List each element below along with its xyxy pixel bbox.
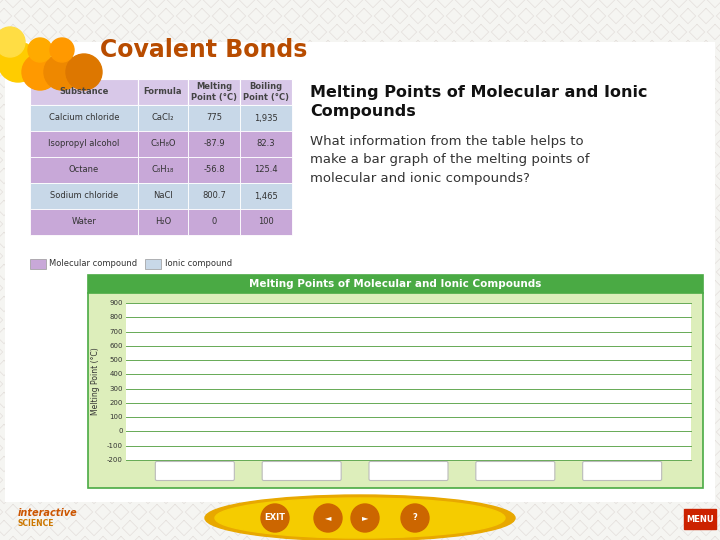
Text: Melting Points of Molecular and Ionic
Compounds: Melting Points of Molecular and Ionic Co… [310, 85, 647, 119]
Text: SCIENCE: SCIENCE [18, 518, 55, 528]
Text: C₈H₁₈: C₈H₁₈ [152, 165, 174, 174]
Text: Boiling
Point (°C): Boiling Point (°C) [243, 82, 289, 102]
Text: NaCl: NaCl [153, 192, 173, 200]
FancyBboxPatch shape [30, 259, 46, 269]
FancyBboxPatch shape [188, 105, 240, 131]
Text: 900: 900 [109, 300, 123, 306]
FancyBboxPatch shape [156, 462, 234, 481]
FancyBboxPatch shape [582, 462, 662, 481]
Circle shape [0, 42, 38, 82]
Text: 700: 700 [109, 328, 123, 335]
FancyBboxPatch shape [138, 131, 188, 157]
FancyBboxPatch shape [30, 131, 138, 157]
Text: Substance: Substance [59, 87, 109, 97]
Circle shape [314, 504, 342, 532]
Text: Covalent Bonds: Covalent Bonds [100, 38, 307, 62]
Text: 0: 0 [212, 218, 217, 226]
Text: H₂O: H₂O [155, 218, 171, 226]
FancyBboxPatch shape [30, 105, 138, 131]
FancyBboxPatch shape [30, 183, 138, 209]
FancyBboxPatch shape [126, 303, 691, 460]
Text: MENU: MENU [686, 515, 714, 523]
FancyBboxPatch shape [240, 183, 292, 209]
Text: Water: Water [71, 218, 96, 226]
Text: interactive: interactive [18, 508, 78, 518]
Text: 500: 500 [109, 357, 123, 363]
Text: ►: ► [361, 514, 368, 523]
Text: 100: 100 [258, 218, 274, 226]
Circle shape [22, 54, 58, 90]
FancyBboxPatch shape [188, 209, 240, 235]
Text: Melting Points of Molecular and Ionic Compounds: Melting Points of Molecular and Ionic Co… [249, 279, 541, 289]
Circle shape [401, 504, 429, 532]
Text: 100: 100 [109, 414, 123, 420]
Text: ◄: ◄ [325, 514, 331, 523]
Text: Octane: Octane [69, 165, 99, 174]
FancyBboxPatch shape [369, 462, 448, 481]
FancyBboxPatch shape [5, 42, 715, 502]
Text: C₃H₈O: C₃H₈O [150, 139, 176, 148]
FancyBboxPatch shape [684, 509, 716, 529]
FancyBboxPatch shape [262, 462, 341, 481]
FancyBboxPatch shape [30, 79, 138, 105]
FancyBboxPatch shape [240, 105, 292, 131]
Circle shape [28, 38, 52, 62]
Text: 800.7: 800.7 [202, 192, 226, 200]
Text: Ionic compound: Ionic compound [165, 260, 232, 268]
Ellipse shape [215, 498, 505, 538]
Text: Substance: Substance [387, 473, 431, 482]
Text: 200: 200 [109, 400, 123, 406]
FancyBboxPatch shape [88, 275, 703, 293]
FancyBboxPatch shape [145, 259, 161, 269]
Text: 1,465: 1,465 [254, 192, 278, 200]
Circle shape [66, 54, 102, 90]
FancyBboxPatch shape [188, 157, 240, 183]
Text: 800: 800 [109, 314, 123, 320]
FancyBboxPatch shape [240, 157, 292, 183]
FancyBboxPatch shape [188, 131, 240, 157]
FancyBboxPatch shape [240, 209, 292, 235]
FancyBboxPatch shape [88, 293, 703, 488]
Text: -200: -200 [107, 457, 123, 463]
Text: Molecular compound: Molecular compound [49, 260, 137, 268]
Text: 82.3: 82.3 [257, 139, 275, 148]
FancyBboxPatch shape [138, 183, 188, 209]
Text: 125.4: 125.4 [254, 165, 278, 174]
Circle shape [351, 504, 379, 532]
Text: -100: -100 [107, 443, 123, 449]
Text: EXIT: EXIT [264, 514, 286, 523]
FancyBboxPatch shape [240, 131, 292, 157]
Text: What information from the table helps to
make a bar graph of the melting points : What information from the table helps to… [310, 135, 590, 185]
FancyBboxPatch shape [240, 79, 292, 105]
FancyBboxPatch shape [138, 157, 188, 183]
Text: 600: 600 [109, 343, 123, 349]
Circle shape [0, 27, 25, 57]
Circle shape [44, 54, 80, 90]
FancyBboxPatch shape [188, 183, 240, 209]
FancyBboxPatch shape [188, 79, 240, 105]
Text: Melting Point (°C): Melting Point (°C) [91, 348, 99, 415]
FancyBboxPatch shape [138, 105, 188, 131]
Text: Formula: Formula [144, 87, 182, 97]
FancyBboxPatch shape [30, 157, 138, 183]
Text: -56.8: -56.8 [203, 165, 225, 174]
Text: CaCl₂: CaCl₂ [152, 113, 174, 123]
Text: ?: ? [413, 514, 418, 523]
Text: 775: 775 [206, 113, 222, 123]
Text: 400: 400 [109, 372, 123, 377]
FancyBboxPatch shape [138, 209, 188, 235]
Text: Isopropyl alcohol: Isopropyl alcohol [48, 139, 120, 148]
Text: Melting
Point (°C): Melting Point (°C) [191, 82, 237, 102]
Text: 1,935: 1,935 [254, 113, 278, 123]
Text: 300: 300 [109, 386, 123, 392]
Circle shape [261, 504, 289, 532]
Text: Sodium chloride: Sodium chloride [50, 192, 118, 200]
Text: Calcium chloride: Calcium chloride [49, 113, 120, 123]
Circle shape [50, 38, 74, 62]
Text: 0: 0 [119, 428, 123, 435]
FancyBboxPatch shape [138, 79, 188, 105]
FancyBboxPatch shape [476, 462, 555, 481]
Ellipse shape [205, 495, 515, 540]
Text: -87.9: -87.9 [203, 139, 225, 148]
